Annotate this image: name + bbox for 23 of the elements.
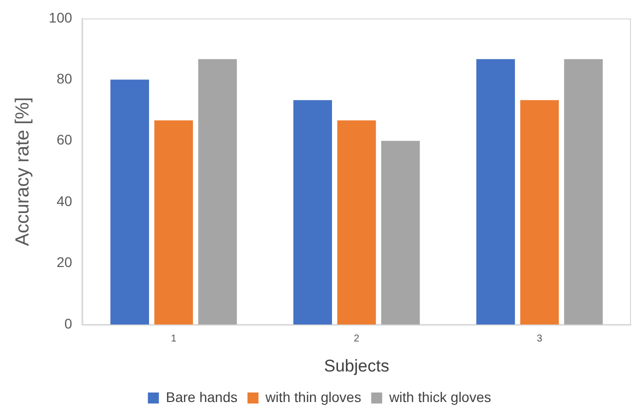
bar [476,59,515,325]
x-tick-label: 1 [170,333,177,344]
x-axis-title: Subjects [324,356,390,376]
y-tick-label: 20 [56,254,72,270]
x-tick-label: 3 [536,333,543,344]
legend-label: with thick gloves [388,388,492,405]
bar [381,140,420,325]
y-tick-label: 0 [64,315,72,332]
bar [154,120,193,325]
bar [110,80,150,325]
bar [564,59,603,325]
bar [520,100,559,325]
y-tick-label: 100 [48,9,72,26]
y-tick-label: 60 [56,132,72,148]
y-tick-label: 80 [56,70,72,86]
legend-label: with thin gloves [264,388,362,405]
bar [337,120,376,325]
bar [293,100,332,325]
x-tick-label: 2 [354,333,360,344]
y-tick-label: 40 [56,192,72,209]
legend-label: Bare hands [166,388,238,405]
y-axis-title: Accuracy rate [%] [12,97,34,246]
bar [198,59,237,325]
